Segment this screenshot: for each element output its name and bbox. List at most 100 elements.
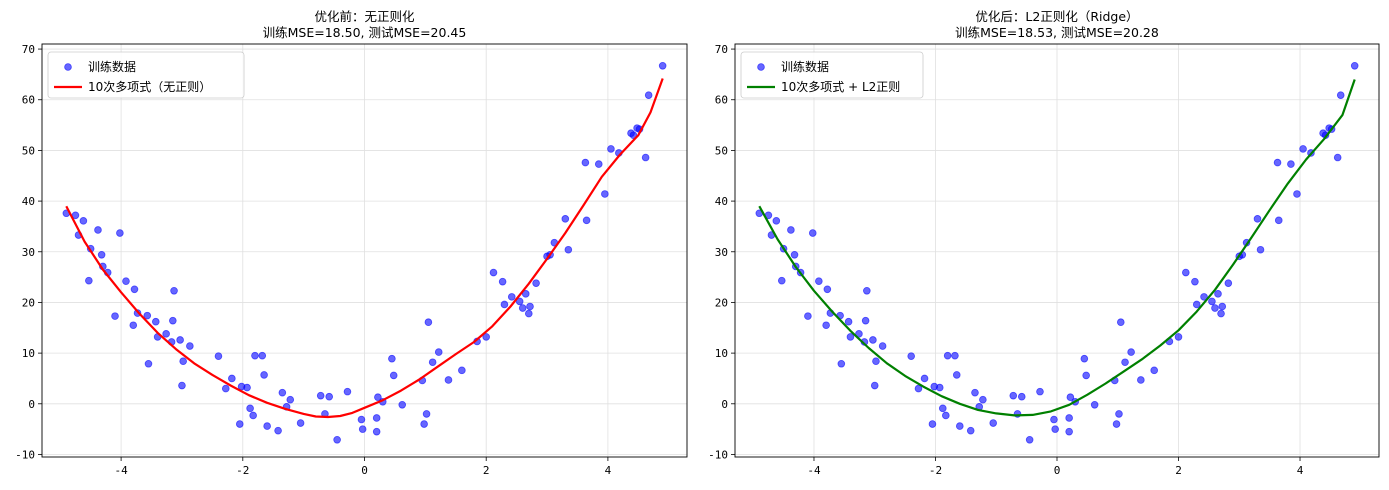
data-point <box>935 383 944 392</box>
chart-panel-2: 优化后：L2正则化（Ridge）训练MSE=18.53, 测试MSE=20.28… <box>708 9 1380 477</box>
x-tick-label: -2 <box>929 464 942 477</box>
data-point <box>1287 160 1295 168</box>
data-point <box>1333 153 1342 162</box>
data-point <box>1174 333 1183 341</box>
data-point <box>1116 318 1125 327</box>
y-tick-label: 0 <box>28 398 35 411</box>
data-point <box>151 317 160 326</box>
data-point <box>1115 410 1123 418</box>
data-point <box>942 411 950 420</box>
data-point <box>518 304 527 312</box>
x-tick-label: 0 <box>1054 464 1061 477</box>
data-point <box>434 348 443 356</box>
data-point <box>823 285 832 294</box>
y-tick-label: 60 <box>715 94 728 107</box>
data-point <box>641 153 650 162</box>
data-point <box>989 419 998 427</box>
data-point <box>1256 245 1265 254</box>
data-point <box>920 374 929 383</box>
data-point <box>1218 302 1227 311</box>
data-point <box>837 359 846 368</box>
data-point <box>122 277 130 285</box>
data-point <box>952 371 961 379</box>
data-point <box>869 336 877 344</box>
data-point <box>1025 435 1034 444</box>
legend-marker <box>757 63 765 71</box>
data-point <box>1150 366 1159 375</box>
data-point <box>221 384 230 393</box>
data-point <box>97 251 106 259</box>
data-point <box>1293 190 1301 198</box>
data-point <box>358 425 367 433</box>
data-point <box>260 371 268 379</box>
data-point <box>607 145 615 153</box>
legend-marker <box>64 63 72 71</box>
data-point <box>325 392 334 401</box>
data-point <box>428 358 437 367</box>
x-tick-label: -4 <box>807 464 821 477</box>
data-point <box>870 381 879 390</box>
fit-line <box>65 78 664 419</box>
data-point <box>286 395 295 404</box>
data-point <box>815 277 823 285</box>
data-point <box>343 387 352 396</box>
data-point <box>846 333 855 341</box>
data-point <box>79 217 88 225</box>
data-point <box>1082 371 1090 380</box>
legend-label: 10次多项式（无正则） <box>88 80 211 94</box>
data-point <box>532 279 540 287</box>
data-point <box>872 357 880 366</box>
data-point <box>582 216 591 225</box>
y-tick-label: 70 <box>22 43 35 56</box>
data-point <box>526 302 534 311</box>
data-point <box>955 422 964 430</box>
x-tick-label: 4 <box>605 464 612 477</box>
legend-box <box>47 51 245 99</box>
data-point <box>235 420 244 428</box>
data-point <box>1137 376 1145 384</box>
data-point <box>333 435 341 444</box>
data-point <box>1217 309 1225 318</box>
data-point <box>179 357 187 366</box>
data-point <box>1066 393 1075 402</box>
data-point <box>507 293 516 301</box>
data-point <box>500 300 509 309</box>
data-point <box>296 419 305 427</box>
data-point <box>186 342 194 350</box>
y-tick-label: 20 <box>22 296 35 309</box>
legend-label: 训练数据 <box>781 59 829 74</box>
data-point <box>1224 279 1233 287</box>
data-point <box>1214 290 1222 298</box>
data-point <box>258 351 267 360</box>
data-point <box>928 420 937 428</box>
data-point <box>790 251 799 259</box>
data-point <box>372 427 381 436</box>
chart-subtitle: 训练MSE=18.53, 测试MSE=20.28 <box>955 25 1159 40</box>
data-point <box>1036 387 1044 396</box>
y-tick-label: 10 <box>715 347 728 360</box>
y-tick-label: 50 <box>715 144 728 157</box>
data-point <box>176 336 184 344</box>
data-point <box>564 245 573 254</box>
data-point <box>979 395 987 404</box>
legend: 训练数据 10次多项式（无正则） <box>47 51 245 99</box>
x-tick-label: -4 <box>114 464 128 477</box>
data-point <box>601 190 609 198</box>
data-point <box>482 333 490 341</box>
y-tick-label: 50 <box>22 144 35 157</box>
x-tick-label: -2 <box>236 464 249 477</box>
data-point <box>274 426 282 435</box>
data-point <box>316 391 325 400</box>
data-point <box>971 388 979 397</box>
x-tick-label: 0 <box>361 464 368 477</box>
legend-label: 10次多项式 + L2正则 <box>781 80 900 94</box>
data-point <box>1121 358 1129 367</box>
legend-label: 训练数据 <box>88 59 136 74</box>
y-tick-label: -10 <box>708 448 728 461</box>
data-point <box>1090 401 1099 409</box>
data-point <box>389 371 398 380</box>
data-point <box>278 388 287 397</box>
data-point <box>951 351 959 360</box>
